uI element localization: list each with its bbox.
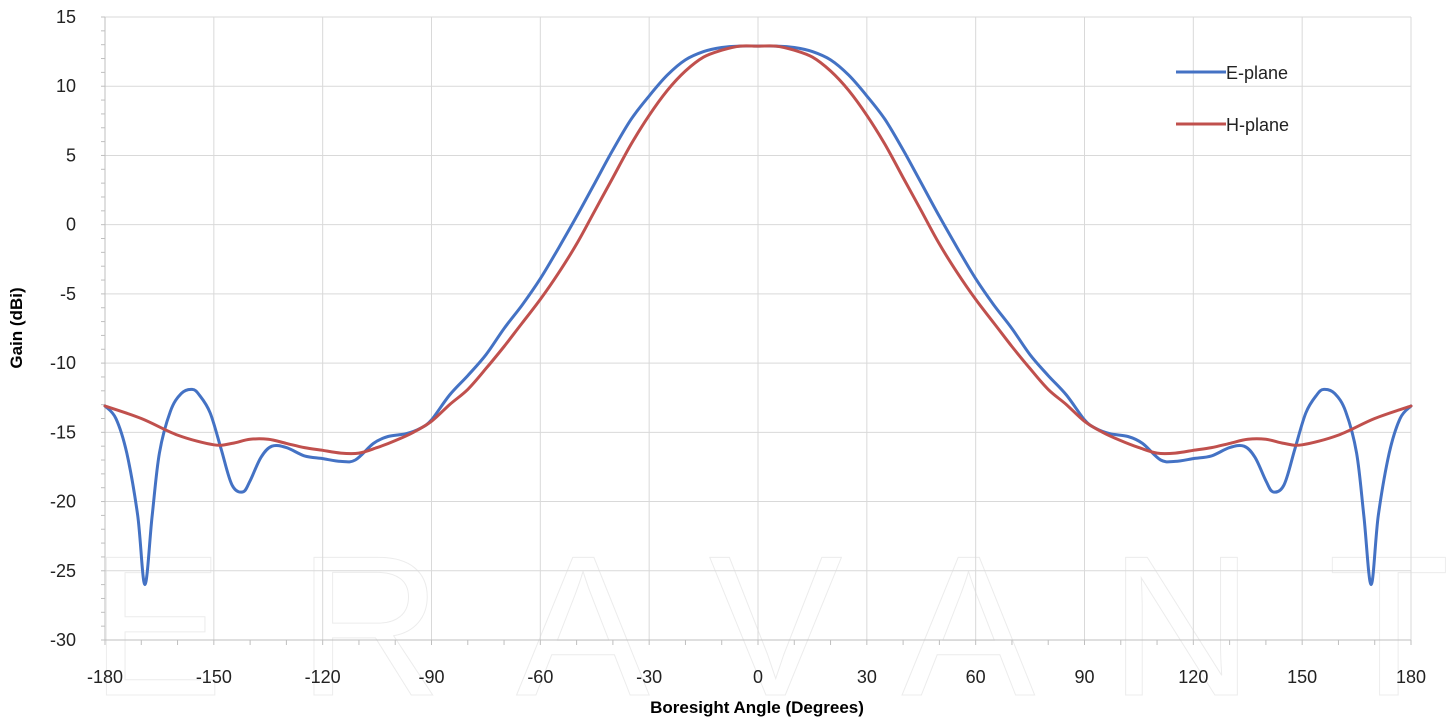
x-tick-label: 60 [966,667,986,687]
y-tick-label: -25 [50,561,76,581]
x-tick-label: 180 [1396,667,1426,687]
legend-label-e-plane: E-plane [1226,63,1288,83]
y-tick-label: -20 [50,492,76,512]
y-tick-label: -10 [50,353,76,373]
x-tick-label: -150 [196,667,232,687]
x-tick-label: -30 [636,667,662,687]
series-line-h-plane [103,44,1413,456]
y-tick-label: 10 [56,76,76,96]
y-tick-label: -5 [60,284,76,304]
watermark-text: ERAVANT [90,515,1450,723]
y-tick-label: -15 [50,422,76,442]
x-axis-title: Boresight Angle (Degrees) [650,698,864,717]
x-tick-label: 90 [1074,667,1094,687]
x-tick-label: -180 [87,667,123,687]
y-tick-label: 0 [66,215,76,235]
legend-label-h-plane: H-plane [1226,115,1289,135]
x-tick-label: -90 [418,667,444,687]
series-lines [103,44,1413,587]
x-tick-label: 0 [753,667,763,687]
axes: -180 -150 -120 -90 -60 -30 0 30 60 90 120 150 180151… [50,7,1426,687]
x-tick-label: 120 [1178,667,1208,687]
x-tick-label: 150 [1287,667,1317,687]
y-tick-label: 5 [66,145,76,165]
legend: E-plane H-plane [1176,63,1289,135]
x-tick-label: -120 [305,667,341,687]
y-tick-label: -30 [50,630,76,650]
x-tick-label: 30 [857,667,877,687]
y-axis-title: Gain (dBi) [7,287,26,368]
y-tick-label: 15 [56,7,76,27]
x-tick-label: -60 [527,667,553,687]
